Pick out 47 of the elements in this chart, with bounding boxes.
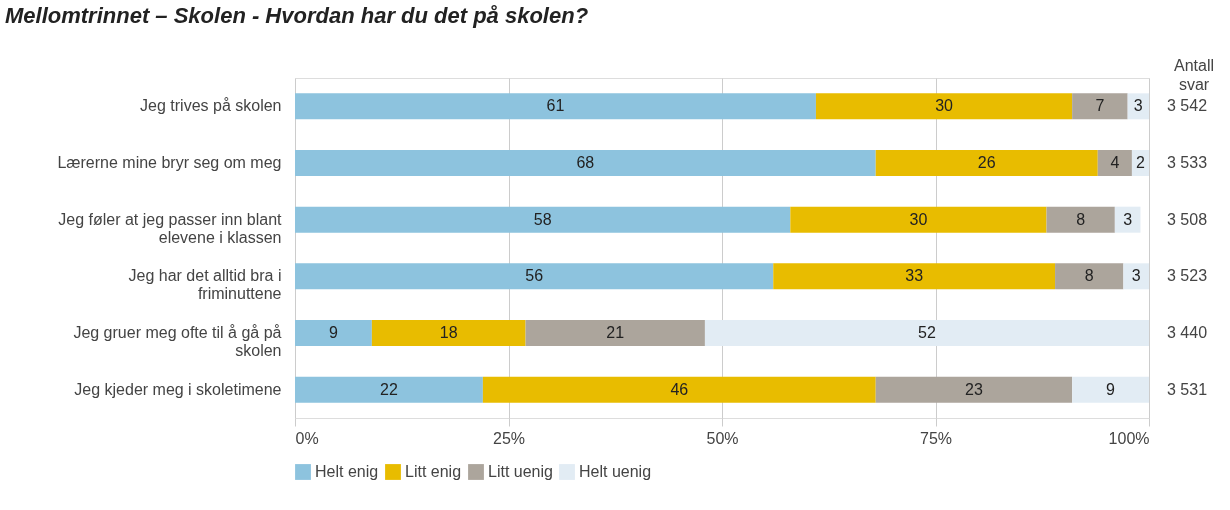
text: 3 531	[1167, 380, 1208, 398]
data-label: 18	[439, 324, 458, 341]
legend-label: Helt enig	[315, 463, 379, 480]
data-label: 30	[909, 210, 928, 228]
data-label: 56	[525, 267, 544, 285]
legend-label: Litt uenig	[488, 463, 553, 480]
y-tick-label: Jeg gruer meg ofte til å gå på skolen	[73, 324, 282, 359]
data-label: 30	[935, 97, 954, 115]
data-label: 7	[1095, 97, 1105, 115]
data-label: 33	[905, 267, 924, 285]
y-tick-label: Jeg kjeder meg i skoletimene	[74, 380, 282, 398]
x-tick-label: 50%	[706, 429, 739, 447]
y-tick-label: Jeg trives på skolen	[140, 97, 282, 115]
x-tick-label: 25%	[492, 429, 526, 447]
text: 3 533	[1167, 154, 1208, 171]
text: 3 523	[1167, 267, 1208, 285]
y-tick-label: Lærerne mine bryr seg om meg	[57, 154, 282, 171]
x-tick-label: 100%	[1108, 429, 1150, 447]
text: 3 542	[1167, 97, 1208, 115]
data-label: 21	[606, 324, 625, 341]
data-label: 9	[328, 324, 338, 341]
y-tick-label: Jeg har det alltid bra i friminuttene	[128, 267, 282, 303]
data-label: 3	[1123, 210, 1133, 228]
data-label: 2	[1136, 154, 1146, 171]
data-label: 68	[576, 154, 595, 171]
data-label: 58	[533, 210, 552, 228]
data-label: 22	[380, 380, 398, 398]
data-label: 23	[965, 380, 983, 398]
x-tick-label: 75%	[919, 429, 953, 447]
x-tick-label: 0%	[295, 429, 319, 447]
text: 3 508	[1167, 210, 1208, 228]
data-label: 61	[546, 97, 565, 115]
data-label: 8	[1076, 210, 1086, 228]
legend-label: Helt uenig	[579, 463, 652, 480]
data-label: 26	[977, 154, 996, 171]
data-label: 9	[1106, 380, 1116, 398]
data-label: 46	[670, 380, 689, 398]
data-label: 52	[918, 324, 936, 341]
data-label: 8	[1084, 267, 1094, 285]
data-label: 3	[1131, 267, 1141, 285]
text: 3 440	[1167, 324, 1208, 341]
data-label: 3	[1133, 97, 1143, 115]
chart-title: Mellomtrinnet – Skolen - Hvordan har du det på skolen?	[5, 3, 589, 28]
legend-label: Litt enig	[405, 463, 462, 480]
text: Antall svar	[1173, 57, 1215, 93]
y-tick-label: Jeg føler at jeg passer inn blant elevene i klassen	[58, 210, 283, 246]
data-label: 4	[1110, 154, 1120, 171]
